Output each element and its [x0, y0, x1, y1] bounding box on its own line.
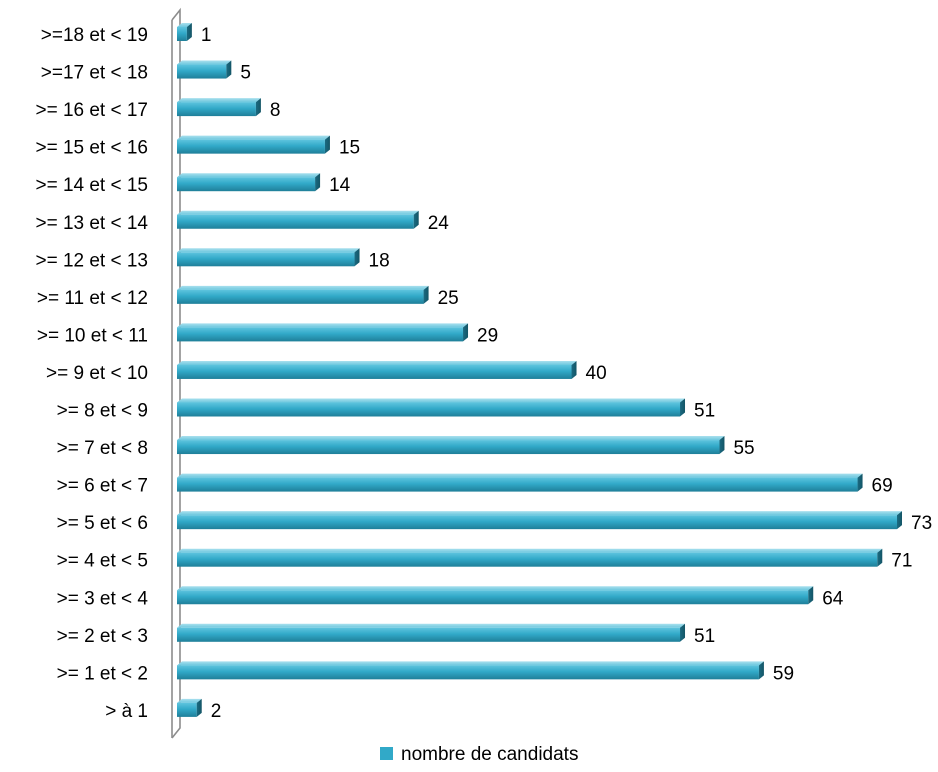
bar-top-face [177, 511, 902, 515]
bar-front-face [177, 440, 719, 454]
data-label: 64 [822, 588, 844, 609]
data-label: 73 [911, 513, 932, 534]
bar-top-face [177, 399, 685, 403]
data-label: 18 [369, 250, 390, 271]
bars-layer [177, 23, 902, 717]
bar-front-face [177, 628, 680, 642]
bar [177, 286, 429, 304]
bar [177, 474, 863, 492]
bar [177, 173, 320, 191]
bar [177, 699, 202, 717]
bar-front-face [177, 590, 808, 604]
bar [177, 211, 419, 229]
data-label: 55 [733, 438, 754, 459]
bar-front-face [177, 177, 315, 191]
category-label: >= 15 et < 16 [35, 138, 148, 159]
bar-front-face [177, 102, 256, 116]
category-label: >= 13 et < 14 [35, 213, 148, 234]
data-label: 15 [339, 138, 360, 159]
data-label: 1 [201, 25, 212, 46]
bar-top-face [177, 173, 320, 177]
bar [177, 511, 902, 529]
category-label: >= 12 et < 13 [35, 250, 148, 271]
bar-front-face [177, 703, 197, 717]
bar-top-face [177, 98, 261, 102]
bar-front-face [177, 290, 424, 304]
bar-front-face [177, 215, 414, 229]
bar-top-face [177, 211, 419, 215]
data-label: 5 [240, 63, 251, 84]
bar-front-face [177, 478, 858, 492]
bar-top-face [177, 474, 863, 478]
data-label: 14 [329, 175, 351, 196]
bar [177, 399, 685, 417]
data-label: 29 [477, 325, 498, 346]
bar-top-face [177, 624, 685, 628]
bar-front-face [177, 252, 355, 266]
bar [177, 361, 577, 379]
bar-top-face [177, 436, 724, 440]
bar [177, 136, 330, 154]
category-label: >= 14 et < 15 [35, 175, 148, 196]
bar-top-face [177, 549, 882, 553]
data-label: 25 [438, 288, 459, 309]
bar [177, 23, 192, 41]
bar-top-face [177, 248, 360, 252]
category-label: >= 2 et < 3 [57, 626, 148, 647]
bar [177, 323, 468, 341]
bar [177, 436, 724, 454]
bar [177, 61, 231, 79]
legend-swatch [380, 747, 393, 760]
bar-front-face [177, 553, 877, 567]
bar-front-face [177, 140, 325, 154]
category-label: > à 1 [105, 701, 148, 722]
category-label: >= 8 et < 9 [57, 401, 148, 422]
data-label: 59 [773, 663, 794, 684]
bar-top-face [177, 661, 764, 665]
data-label: 51 [694, 401, 715, 422]
category-label: >=17 et < 18 [41, 63, 148, 84]
legend: nombre de candidats [380, 744, 578, 765]
bar [177, 624, 685, 642]
category-label: >= 5 et < 6 [57, 513, 148, 534]
bar-top-face [177, 286, 429, 290]
data-label: 69 [872, 476, 893, 497]
data-label: 51 [694, 626, 715, 647]
bar [177, 248, 360, 266]
bar-front-face [177, 665, 759, 679]
bar-top-face [177, 361, 577, 365]
data-label: 40 [586, 363, 607, 384]
category-label: >= 6 et < 7 [57, 476, 148, 497]
bar [177, 549, 882, 567]
bar-top-face [177, 586, 813, 590]
bar-top-face [177, 61, 231, 65]
category-label: >= 4 et < 5 [57, 551, 148, 572]
legend-label: nombre de candidats [401, 744, 578, 765]
category-label: >= 11 et < 12 [37, 288, 148, 309]
bar-front-face [177, 515, 897, 529]
bar-top-face [177, 323, 468, 327]
category-label: >= 16 et < 17 [35, 100, 148, 121]
bar [177, 98, 261, 116]
bar [177, 586, 813, 604]
category-label: >= 7 et < 8 [57, 438, 148, 459]
category-label: >=18 et < 19 [41, 25, 148, 46]
category-label: >= 1 et < 2 [57, 663, 148, 684]
bar-front-face [177, 403, 680, 417]
bar-front-face [177, 65, 226, 79]
category-label: >= 3 et < 4 [57, 588, 149, 609]
data-label: 8 [270, 100, 281, 121]
data-label: 71 [891, 551, 912, 572]
category-label: >= 9 et < 10 [46, 363, 148, 384]
data-label: 2 [211, 701, 222, 722]
bar-front-face [177, 327, 463, 341]
bar-top-face [177, 136, 330, 140]
bar-front-face [177, 27, 187, 41]
bar-front-face [177, 365, 572, 379]
category-label: >= 10 et < 11 [37, 325, 148, 346]
data-label: 24 [428, 213, 450, 234]
bar [177, 661, 764, 679]
